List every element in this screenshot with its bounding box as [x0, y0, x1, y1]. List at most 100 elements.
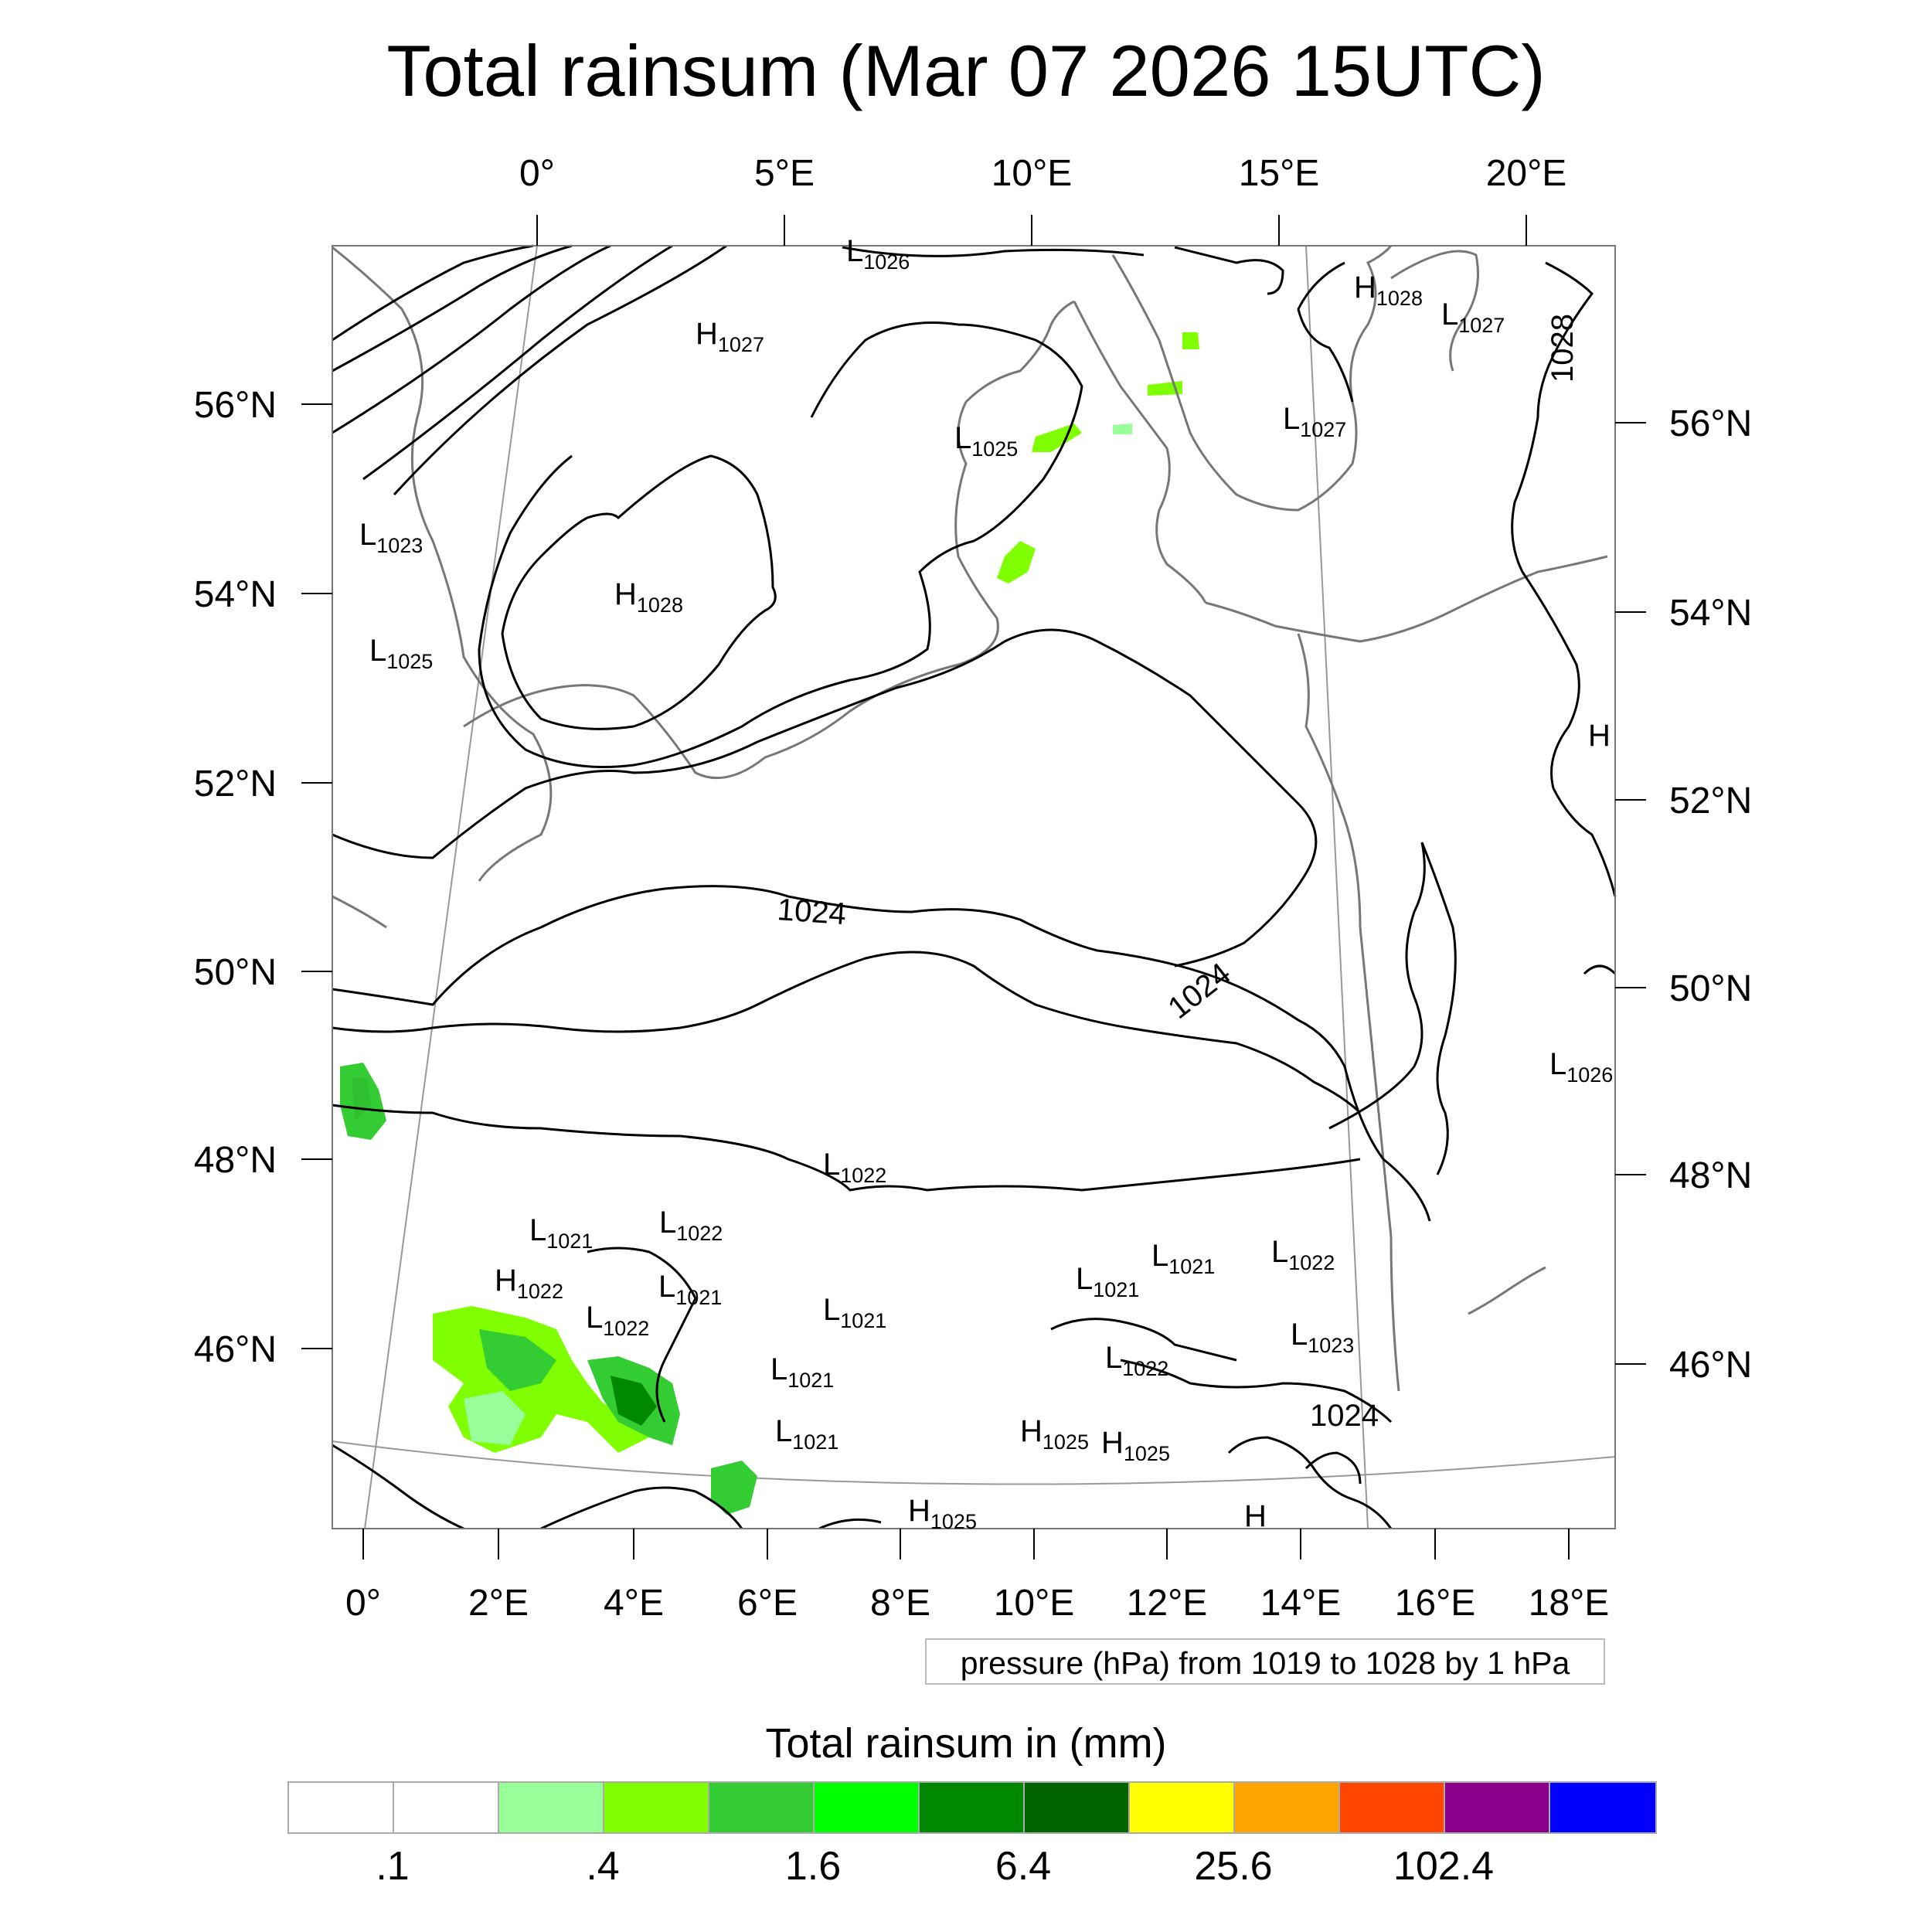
low-label: L1025 — [954, 421, 1018, 461]
high-label: H — [1588, 719, 1611, 753]
low-label: L1023 — [1291, 1318, 1354, 1357]
low-label: L1027 — [1283, 402, 1346, 441]
high-label: H1028 — [1354, 270, 1423, 310]
right-lat-label: 52°N — [1669, 781, 1752, 821]
left-lat-label: 50°N — [194, 952, 277, 993]
left-lat-label: 48°N — [194, 1140, 277, 1181]
colorbar-swatch — [1130, 1783, 1235, 1832]
rain-patch-alps — [711, 1461, 757, 1515]
map-title: Total rainsum (Mar 07 2026 15UTC) — [386, 30, 1546, 111]
low-label: L1026 — [1549, 1047, 1613, 1087]
low-label: L1021 — [770, 1352, 834, 1392]
legend-title: Total rainsum in (mm) — [765, 1720, 1167, 1767]
bottom-lon-ticks — [362, 1529, 1570, 1560]
colorbar-swatch — [499, 1783, 604, 1832]
rainfall-field — [340, 332, 1199, 1515]
contour-labels: 1024 1024 1024 1028 — [776, 314, 1580, 1433]
bottom-lon-label: 18°E — [1529, 1583, 1610, 1624]
rain-patch-denmark-2 — [997, 541, 1036, 583]
top-lon-label: 10°E — [992, 153, 1073, 194]
top-lon-label: 15°E — [1239, 153, 1320, 194]
pressure-info-box: pressure (hPa) from 1019 to 1028 by 1 hP… — [925, 1638, 1605, 1685]
left-lat-label: 46°N — [194, 1329, 277, 1370]
top-lon-label: 0° — [519, 153, 555, 194]
left-lat-labels: 56°N 54°N 52°N 50°N 48°N 46°N — [194, 385, 277, 1370]
bottom-lon-label: 0° — [345, 1583, 381, 1624]
low-label: L1021 — [775, 1414, 838, 1454]
right-lat-label: 56°N — [1669, 403, 1752, 444]
colorbar-swatch — [289, 1783, 394, 1832]
contour-label: 1024 — [776, 893, 847, 931]
low-label: L1022 — [586, 1301, 649, 1340]
contour-label: 1028 — [1546, 314, 1580, 383]
colorbar-swatch — [709, 1783, 815, 1832]
colorbar-swatch — [1550, 1783, 1655, 1832]
left-lat-label: 54°N — [194, 574, 277, 615]
left-lat-label: 52°N — [194, 764, 277, 804]
bottom-lon-labels: 0° 2°E 4°E 6°E 8°E 10°E 12°E 14°E 16°E 1… — [345, 1583, 1609, 1624]
top-lon-label: 5°E — [754, 153, 815, 194]
colorbar-tick-label: 6.4 — [995, 1844, 1052, 1889]
colorbar — [287, 1781, 1657, 1834]
low-label: L1021 — [529, 1213, 593, 1253]
low-label: L1022 — [659, 1206, 723, 1245]
colorbar-swatch — [1340, 1783, 1445, 1832]
left-lat-label: 56°N — [194, 385, 277, 426]
right-lat-labels: 56°N 54°N 52°N 50°N 48°N 46°N — [1669, 403, 1752, 1386]
right-lat-label: 46°N — [1669, 1345, 1752, 1386]
colorbar-tick-label: 25.6 — [1194, 1844, 1273, 1889]
bottom-lon-label: 4°E — [604, 1583, 664, 1624]
bottom-lon-label: 10°E — [994, 1583, 1075, 1624]
low-label: L1026 — [846, 234, 910, 274]
low-label: L1022 — [1105, 1341, 1168, 1380]
graticule — [332, 245, 1616, 1529]
right-lat-ticks — [1615, 422, 1646, 1365]
contour-label: 1024 — [1162, 957, 1236, 1026]
high-label: H1027 — [696, 317, 764, 356]
top-lon-label: 20°E — [1486, 153, 1567, 194]
left-lat-ticks — [301, 403, 332, 1349]
low-label: L1021 — [823, 1293, 886, 1332]
high-label: H — [1244, 1499, 1267, 1533]
colorbar-tick-label: 102.4 — [1393, 1844, 1495, 1889]
colorbar-swatch — [1235, 1783, 1340, 1832]
bottom-lon-label: 14°E — [1260, 1583, 1342, 1624]
pressure-centres: H1027 H1028 H1028 H1022 H1025 H1025 H102… — [359, 234, 1613, 1533]
colorbar-tick-label: 1.6 — [784, 1844, 842, 1889]
coastlines — [332, 245, 1608, 1392]
rain-patch-denmark-1 — [1032, 423, 1082, 452]
bottom-lon-label: 8°E — [870, 1583, 930, 1624]
bottom-lon-label: 16°E — [1395, 1583, 1476, 1624]
colorbar-tick-label: .1 — [376, 1844, 410, 1889]
low-label: L1021 — [1076, 1262, 1139, 1301]
bottom-lon-label: 6°E — [737, 1583, 798, 1624]
colorbar-swatch — [604, 1783, 709, 1832]
low-label: L1023 — [359, 518, 423, 557]
bottom-lon-label: 2°E — [468, 1583, 529, 1624]
bottom-lon-label: 12°E — [1127, 1583, 1208, 1624]
low-label: L1025 — [369, 634, 433, 673]
colorbar-swatch — [815, 1783, 920, 1832]
high-label: H1025 — [1020, 1414, 1089, 1454]
low-label: L1022 — [1271, 1235, 1335, 1274]
low-label: L1027 — [1441, 298, 1505, 337]
colorbar-tick-label: .4 — [586, 1844, 620, 1889]
low-label: L1022 — [823, 1148, 886, 1187]
low-label: L1021 — [1151, 1239, 1215, 1278]
top-lon-ticks — [536, 215, 1527, 246]
contour-label: 1024 — [1310, 1399, 1379, 1433]
colorbar-swatch — [920, 1783, 1025, 1832]
right-lat-label: 50°N — [1669, 968, 1752, 1009]
right-lat-label: 48°N — [1669, 1155, 1752, 1196]
colorbar-swatch — [1445, 1783, 1550, 1832]
top-lon-labels: 0° 5°E 10°E 15°E 20°E — [519, 153, 1566, 194]
low-label: L1021 — [658, 1270, 722, 1309]
map-frame — [332, 245, 1616, 1529]
colorbar-swatch — [394, 1783, 499, 1832]
high-label: H1022 — [495, 1264, 563, 1303]
isobar-high-1028 — [501, 454, 777, 730]
isobars — [332, 244, 1617, 1530]
high-label: H1028 — [614, 577, 683, 617]
high-label: H1025 — [1101, 1426, 1170, 1465]
